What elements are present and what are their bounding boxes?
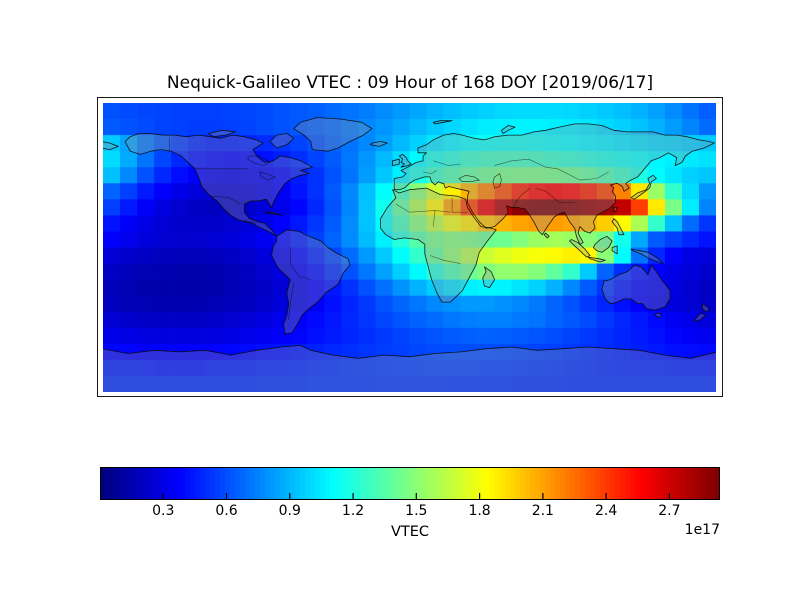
plot-title: Nequick-Galileo VTEC : 09 Hour of 168 DO… [166,73,654,93]
colorbar-gradient [100,467,720,500]
colorbar-tick-label: 2.1 [531,503,554,519]
colorbar-scale-multiplier: 1e17 [684,522,720,538]
colorbar-tick-label: 0.6 [215,503,238,519]
colorbar-tick-label: 0.9 [278,503,301,519]
colorbar-axis-label: VTEC [390,524,430,540]
country-borders-layer [169,136,609,320]
lakes-layer [247,155,502,189]
colorbar-tick-label: 0.3 [152,503,175,519]
colorbar-tick-label: 2.7 [658,503,681,519]
colorbar-tick-label: 1.8 [468,503,491,519]
coastlines-layer [103,117,716,359]
colorbar-tick-label: 1.2 [341,503,365,519]
colorbar-tick-marks [162,493,671,500]
colorbar [100,467,720,500]
colorbar-tick-label: 2.4 [594,503,618,519]
colorbar-tick-label: 1.5 [405,503,428,519]
heatmap-cells [103,103,716,392]
vtec-world-heatmap [103,103,716,392]
